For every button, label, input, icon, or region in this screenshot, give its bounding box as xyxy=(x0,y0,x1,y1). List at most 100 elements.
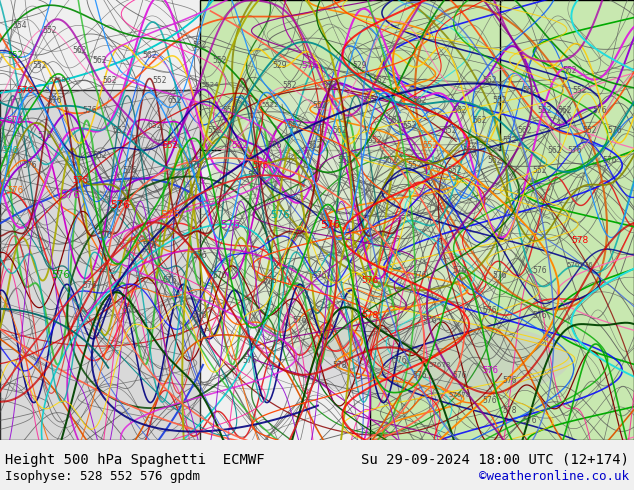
Text: 576: 576 xyxy=(533,266,547,274)
Text: 562: 562 xyxy=(518,125,533,135)
Text: 562: 562 xyxy=(193,41,207,49)
Text: 578: 578 xyxy=(571,236,588,245)
Text: 552: 552 xyxy=(363,96,377,104)
Text: 576: 576 xyxy=(98,230,112,240)
Ellipse shape xyxy=(290,320,570,400)
Text: 576: 576 xyxy=(533,311,547,319)
Text: 552: 552 xyxy=(408,161,422,170)
Text: 576: 576 xyxy=(482,395,497,405)
Text: 552: 552 xyxy=(422,141,438,149)
Text: 576: 576 xyxy=(6,116,23,124)
Text: 578: 578 xyxy=(503,406,517,415)
Text: 578: 578 xyxy=(361,311,378,319)
Text: 562: 562 xyxy=(548,146,562,154)
Text: 552: 552 xyxy=(443,125,457,135)
Text: 576: 576 xyxy=(413,270,427,279)
Text: Isophyse: 528 552 576 gpdm: Isophyse: 528 552 576 gpdm xyxy=(5,469,200,483)
Text: 552: 552 xyxy=(403,121,417,129)
Text: 576576: 576576 xyxy=(567,262,593,268)
Text: 576: 576 xyxy=(110,200,130,210)
Text: 562: 562 xyxy=(482,75,497,84)
Text: 552: 552 xyxy=(573,85,587,95)
Text: 576: 576 xyxy=(188,161,202,170)
Text: 552: 552 xyxy=(231,141,249,149)
Text: 576: 576 xyxy=(607,125,623,135)
Text: 552: 552 xyxy=(283,80,297,90)
Text: 552: 552 xyxy=(162,141,178,149)
Text: 5522: 5522 xyxy=(261,102,279,108)
FancyBboxPatch shape xyxy=(370,0,634,440)
Text: 552: 552 xyxy=(313,100,327,109)
Text: 57678: 57678 xyxy=(429,362,451,368)
Text: 562: 562 xyxy=(373,75,387,84)
Text: 562: 562 xyxy=(388,116,402,124)
Text: 576: 576 xyxy=(212,270,228,279)
Text: 529: 529 xyxy=(353,60,367,70)
Text: 576: 576 xyxy=(220,220,240,230)
Text: 562: 562 xyxy=(523,85,537,95)
Text: 562: 562 xyxy=(93,55,107,65)
Text: 576: 576 xyxy=(567,146,582,154)
Ellipse shape xyxy=(200,80,520,360)
Text: 552: 552 xyxy=(248,171,262,179)
Text: 562: 562 xyxy=(307,141,322,149)
Text: 576: 576 xyxy=(392,356,407,365)
Text: 5524: 5524 xyxy=(201,82,219,88)
Text: ©weatheronline.co.uk: ©weatheronline.co.uk xyxy=(479,469,629,483)
Text: 576: 576 xyxy=(270,210,290,220)
Text: 552: 552 xyxy=(583,125,597,135)
Text: 576: 576 xyxy=(423,316,437,324)
Text: 576: 576 xyxy=(60,190,80,200)
Text: 57678: 57678 xyxy=(449,392,471,398)
Text: 576: 576 xyxy=(453,266,467,274)
Text: 652: 652 xyxy=(148,121,162,129)
Text: 576: 576 xyxy=(82,280,97,290)
Text: 576: 576 xyxy=(193,250,207,260)
Text: Height 500 hPa Spaghetti  ECMWF: Height 500 hPa Spaghetti ECMWF xyxy=(5,453,265,466)
Text: 576: 576 xyxy=(268,141,282,149)
Text: 57580: 57580 xyxy=(49,77,71,83)
Text: 576: 576 xyxy=(123,305,138,315)
Text: 576: 576 xyxy=(482,366,498,374)
Text: 562: 562 xyxy=(453,105,467,115)
Text: 562: 562 xyxy=(103,75,117,84)
Text: 576: 576 xyxy=(48,96,62,104)
Text: 562: 562 xyxy=(488,155,502,165)
Text: 576: 576 xyxy=(301,60,319,70)
Text: 576: 576 xyxy=(482,305,497,315)
Text: 576: 576 xyxy=(413,370,427,380)
Text: 562: 562 xyxy=(323,80,337,90)
Text: 576: 576 xyxy=(313,270,327,279)
Text: 576: 576 xyxy=(522,416,537,424)
Text: 576: 576 xyxy=(361,275,378,285)
Text: 576: 576 xyxy=(603,155,618,165)
Text: 576: 576 xyxy=(493,270,507,279)
Text: 552: 552 xyxy=(223,105,237,115)
FancyBboxPatch shape xyxy=(200,0,500,150)
Text: 552: 552 xyxy=(503,136,517,145)
Text: 576: 576 xyxy=(163,275,178,285)
Text: 576: 576 xyxy=(2,146,18,154)
Text: 552: 552 xyxy=(288,121,302,129)
Text: 552: 552 xyxy=(208,125,223,135)
Text: 578: 578 xyxy=(333,361,347,369)
Text: 576: 576 xyxy=(82,105,97,115)
Text: 576: 576 xyxy=(503,375,517,385)
FancyBboxPatch shape xyxy=(0,90,200,440)
Text: 529: 529 xyxy=(273,60,287,70)
Text: 576: 576 xyxy=(320,220,340,230)
Text: 576: 576 xyxy=(160,210,180,220)
Text: 576: 576 xyxy=(51,270,69,280)
Text: 552: 552 xyxy=(213,55,227,65)
Text: 562: 562 xyxy=(143,50,157,59)
Text: 552: 552 xyxy=(42,25,57,34)
Text: 576: 576 xyxy=(72,175,88,185)
Text: 562: 562 xyxy=(413,96,427,104)
Text: 554: 554 xyxy=(13,21,27,29)
Text: 562: 562 xyxy=(473,116,488,124)
Text: 552: 552 xyxy=(93,150,107,160)
Text: 576: 576 xyxy=(23,161,37,170)
Text: 576: 576 xyxy=(262,275,277,285)
Text: 552: 552 xyxy=(338,155,353,165)
Text: 576: 576 xyxy=(453,370,467,380)
